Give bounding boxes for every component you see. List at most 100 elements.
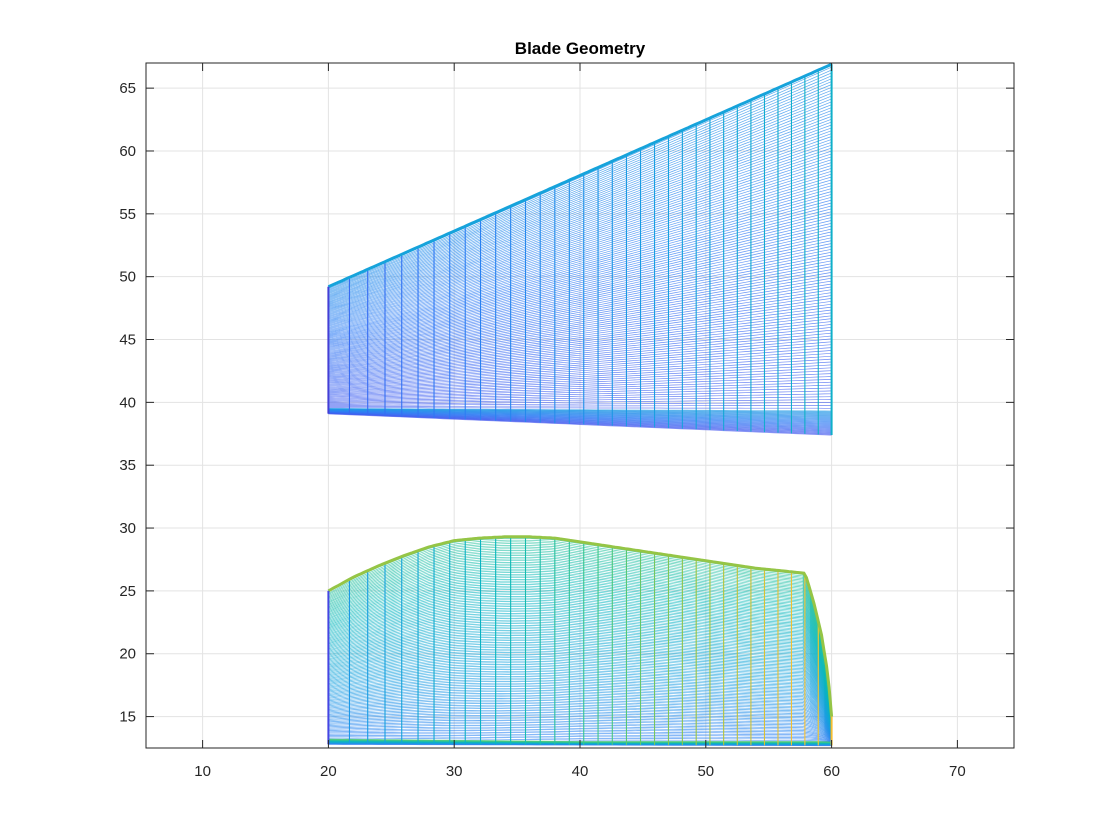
face-mesh-line [328,558,832,720]
face-mesh-line [328,107,832,303]
face-mesh-line [328,352,832,389]
face-mesh-line [328,630,832,729]
face-mesh-line [328,387,832,401]
face-mesh-line [328,162,832,322]
face-mesh-line [328,217,832,341]
face-mesh-line [328,645,832,731]
face-mesh-line [328,240,832,350]
face-mesh-line [328,689,832,736]
face-mesh-line [328,75,832,292]
y-tick-label: 20 [119,646,136,663]
face-mesh-line [328,648,832,731]
face-mesh-line [328,706,832,738]
face-mesh-line [328,211,832,339]
face-mesh-line [328,735,832,742]
y-tick-label: 35 [119,457,136,474]
face-mesh-line [328,573,832,722]
face-mesh-line [328,269,832,360]
face-mesh-line [328,670,832,734]
face-mesh-line [328,104,832,302]
face-mesh-line [328,653,832,732]
face-mesh-line [328,633,832,729]
face-mesh-line [328,553,832,719]
face-mesh-line [328,568,832,721]
face-mesh-line [328,560,832,720]
face-mesh-line [328,237,832,349]
face-mesh-line [328,78,832,293]
top-edge-line [327,62,833,289]
face-mesh-line [328,405,832,407]
x-tick-label: 50 [697,763,714,780]
face-mesh-line [328,584,832,723]
face-mesh-line [328,335,832,383]
face-mesh-line [328,193,832,333]
face-mesh-line [328,384,832,400]
face-mesh-line [328,167,832,324]
face-mesh-line [328,699,832,737]
face-mesh-line [328,344,832,386]
blade-mesh-1 [327,62,833,436]
face-mesh-line [328,295,832,369]
face-mesh-line [328,121,832,308]
face-mesh-line [328,594,832,724]
face-mesh-line [328,159,832,321]
face-mesh-line [328,555,832,719]
face-mesh-line [328,381,832,399]
face-mesh-line [328,303,832,372]
face-mesh-line [328,669,832,734]
face-mesh-line [328,592,832,724]
face-mesh-line [328,704,832,738]
face-mesh-line [328,89,832,297]
face-mesh-line [328,283,832,365]
face-mesh-line [328,662,832,733]
face-mesh-line [328,548,832,719]
face-mesh-line [328,587,832,723]
x-tick-label: 60 [823,763,840,780]
face-mesh-line [328,635,832,729]
face-mesh-line [328,731,832,742]
face-mesh-line [328,176,832,327]
face-mesh-line [328,580,832,723]
face-mesh-line [328,182,832,329]
face-mesh-line [328,643,832,730]
face-mesh-line [328,306,832,373]
face-mesh-line [328,650,832,731]
face-mesh-line [328,315,832,376]
face-mesh-line [328,675,832,734]
x-tick-label: 40 [572,763,589,780]
face-mesh-line [328,338,832,384]
face-mesh-line [328,115,832,306]
face-mesh-line [328,222,832,343]
y-tick-label: 15 [119,709,136,726]
face-mesh-line [328,730,832,741]
face-mesh-line [328,624,832,728]
face-mesh-line [328,251,832,354]
face-mesh-line [328,681,832,735]
face-mesh-line [328,95,832,299]
face-mesh-line [328,692,832,737]
y-tick-label: 55 [119,206,136,223]
face-mesh-line [328,246,832,352]
face-mesh-line [328,631,832,729]
face-mesh-line [328,274,832,362]
face-mesh-line [328,701,832,738]
y-tick-label: 50 [119,269,136,286]
face-mesh-line [328,257,832,356]
face-mesh-line [328,367,832,394]
face-mesh-line [328,153,832,319]
face-mesh-line [328,199,832,335]
face-mesh-line [328,665,832,733]
face-mesh-line [328,709,832,739]
face-mesh-line [328,664,832,733]
face-mesh-line [328,606,832,726]
face-mesh-line [328,407,832,409]
face-mesh-line [328,711,832,739]
face-mesh-line [328,355,832,390]
face-mesh-line [328,205,832,337]
chart-title: Blade Geometry [515,39,646,58]
face-mesh-line [328,309,832,374]
face-mesh-line [328,601,832,725]
x-tick-label: 70 [949,763,966,780]
face-mesh-line [328,619,832,727]
face-mesh-line [328,260,832,357]
